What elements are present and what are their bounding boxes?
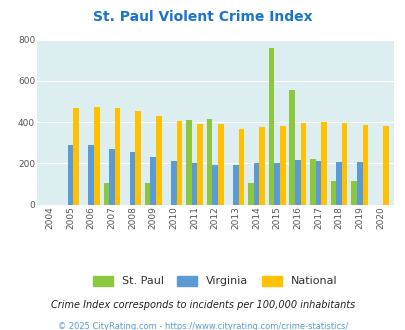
Legend: St. Paul, Virginia, National: St. Paul, Virginia, National [90, 272, 340, 290]
Bar [247, 183, 253, 205]
Bar [88, 145, 94, 205]
Bar [289, 90, 294, 205]
Bar [109, 149, 115, 205]
Bar [197, 124, 202, 205]
Bar [259, 127, 264, 205]
Bar [103, 183, 109, 205]
Bar [145, 183, 150, 205]
Bar [156, 116, 161, 205]
Bar [382, 126, 388, 205]
Bar [294, 160, 300, 205]
Bar [217, 124, 223, 205]
Bar [309, 159, 315, 205]
Bar [68, 145, 73, 205]
Bar [115, 108, 120, 205]
Bar [274, 163, 279, 205]
Text: © 2025 CityRating.com - https://www.cityrating.com/crime-statistics/: © 2025 CityRating.com - https://www.city… [58, 322, 347, 330]
Text: Crime Index corresponds to incidents per 100,000 inhabitants: Crime Index corresponds to incidents per… [51, 300, 354, 310]
Bar [171, 161, 176, 205]
Bar [206, 119, 212, 205]
Bar [356, 162, 362, 205]
Bar [191, 163, 197, 205]
Bar [176, 121, 182, 205]
Bar [362, 125, 367, 205]
Bar [279, 126, 285, 205]
Bar [268, 48, 274, 205]
Bar [186, 120, 191, 205]
Bar [232, 165, 238, 205]
Bar [315, 161, 320, 205]
Bar [253, 163, 259, 205]
Bar [135, 111, 141, 205]
Bar [130, 152, 135, 205]
Bar [335, 162, 341, 205]
Bar [350, 181, 356, 205]
Bar [212, 165, 217, 205]
Bar [150, 157, 156, 205]
Bar [341, 123, 347, 205]
Bar [94, 107, 99, 205]
Bar [73, 108, 79, 205]
Bar [238, 129, 243, 205]
Bar [330, 181, 335, 205]
Bar [300, 123, 305, 205]
Text: St. Paul Violent Crime Index: St. Paul Violent Crime Index [93, 10, 312, 24]
Bar [320, 122, 326, 205]
